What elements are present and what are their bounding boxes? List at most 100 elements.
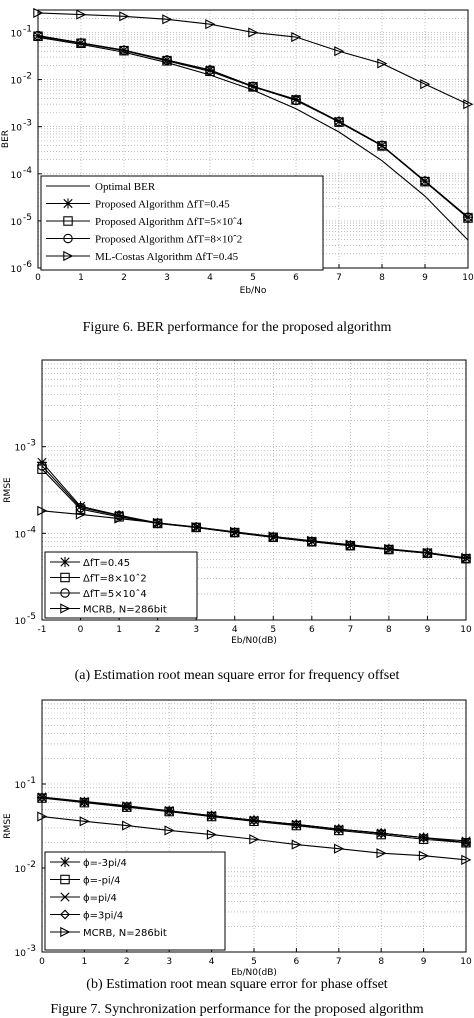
- x-tick-label: 4: [232, 625, 238, 635]
- x-tick-label: 7: [336, 957, 342, 967]
- legend-box: [44, 851, 226, 951]
- series-line: [37, 35, 469, 218]
- legend-label: MCRB, N=286bit: [83, 928, 167, 939]
- series-4: [33, 30, 473, 222]
- legend-label: ΔfT=8×10ˆ2: [83, 573, 147, 585]
- y-tick-label: 10: [15, 617, 27, 627]
- x-tick-label: 2: [121, 273, 127, 283]
- legend-marker: [59, 856, 71, 868]
- x-tick-label: 10: [462, 273, 474, 283]
- y-tick-label: 10: [15, 865, 27, 875]
- x-tick-label: 10: [460, 625, 472, 635]
- data-point: [461, 837, 471, 848]
- figure-7a-caption: (a) Estimation root mean square error fo…: [74, 668, 400, 683]
- legend-label: MCRB, N=286bit: [83, 605, 167, 616]
- data-point: [76, 38, 86, 48]
- series-3: [37, 461, 471, 564]
- data-point: [418, 834, 429, 844]
- legend-marker: [63, 233, 73, 244]
- figure-7b-caption: (b) Estimation root mean square error fo…: [86, 977, 388, 992]
- data-point: [162, 55, 172, 65]
- x-tick-label: 6: [309, 625, 315, 635]
- series-line: [41, 465, 467, 560]
- x-tick-label: 9: [422, 273, 428, 283]
- data-point: [75, 501, 86, 512]
- data-point: [119, 11, 130, 22]
- data-point: [229, 526, 241, 537]
- data-point: [249, 815, 259, 826]
- figure-7-caption: Figure 7. Synchronization performance fo…: [50, 1002, 424, 1017]
- data-point: [461, 854, 472, 865]
- legend-label: ϕ=-3pi/4: [83, 858, 127, 869]
- data-point: [121, 801, 132, 812]
- data-point: [291, 839, 302, 850]
- data-point: [307, 535, 318, 546]
- x-tick-label: 3: [193, 625, 199, 635]
- data-point: [291, 95, 301, 106]
- data-point: [36, 457, 48, 468]
- legend-label: ΔfT=5×10ˆ4: [83, 588, 147, 600]
- x-tick-label: -1: [38, 625, 47, 635]
- y-tick-exponent: -2: [27, 860, 36, 870]
- data-point: [79, 816, 90, 827]
- data-point: [463, 212, 473, 222]
- legend-marker: [60, 874, 70, 885]
- data-point: [334, 843, 345, 854]
- data-point: [162, 14, 173, 25]
- y-axis-label: BER: [1, 130, 11, 148]
- y-tick-exponent: -5: [23, 213, 32, 223]
- y-axis-label: RMSE: [3, 477, 13, 503]
- data-point: [37, 464, 47, 474]
- y-tick-label: 10: [15, 530, 27, 540]
- series-line: [41, 796, 467, 844]
- x-tick-label: 5: [250, 273, 256, 283]
- series-4: [37, 792, 471, 848]
- data-point: [205, 65, 215, 75]
- y-tick-label: 10: [11, 29, 23, 39]
- data-point: [33, 7, 44, 19]
- data-point: [37, 792, 47, 802]
- legend-label: ΔfT=0.45: [83, 558, 130, 569]
- x-tick-label: 3: [166, 957, 172, 967]
- grid: [37, 9, 469, 269]
- y-tick-exponent: -3: [23, 119, 32, 129]
- data-point: [37, 792, 47, 803]
- x-tick-label: 10: [460, 957, 472, 967]
- x-axis-label: Eb/No: [240, 286, 267, 296]
- series-2: [37, 464, 471, 564]
- legend-label: Proposed Algorithm ΔfT=5×10ˆ4: [95, 216, 243, 228]
- legend-marker: [60, 603, 71, 614]
- data-point: [422, 547, 433, 558]
- x-axis-label: Eb/N0(dB): [231, 968, 277, 978]
- legend: ΔfT=0.45 ΔfT=8×10ˆ2 ΔfT=5×10ˆ4 MCRB, N=286b…: [44, 551, 198, 619]
- y-tick-label: 10: [11, 218, 23, 228]
- data-point: [249, 816, 259, 827]
- data-point: [114, 513, 125, 524]
- series-line: [37, 12, 469, 105]
- x-tick-label: 3: [164, 273, 170, 283]
- data-point: [248, 81, 258, 92]
- data-point: [191, 522, 202, 533]
- legend-box: [40, 175, 324, 271]
- data-point: [37, 811, 48, 822]
- series-line: [41, 815, 467, 861]
- legend-marker: [60, 572, 70, 583]
- series-line: [41, 468, 467, 560]
- x-tick-label: 2: [124, 957, 130, 967]
- x-tick-label: 7: [347, 625, 353, 635]
- legend-label: Proposed Algorithm ΔfT=0.45: [95, 199, 230, 211]
- data-point: [345, 539, 356, 550]
- legend: ϕ=-3pi/4 ϕ=-pi/4 ϕ=pi/4 ϕ=3pi/4 MCRB, N=286b…: [44, 851, 226, 951]
- x-tick-label: 1: [78, 273, 84, 283]
- data-point: [164, 825, 175, 836]
- data-point: [268, 531, 279, 542]
- data-point: [376, 848, 387, 859]
- data-point: [291, 819, 302, 830]
- y-tick-exponent: -6: [23, 260, 32, 270]
- series-line: [41, 461, 467, 559]
- data-point: [152, 517, 164, 528]
- legend-marker: [63, 250, 74, 262]
- y-tick-label: 10: [15, 781, 27, 791]
- legend-marker: [60, 588, 70, 598]
